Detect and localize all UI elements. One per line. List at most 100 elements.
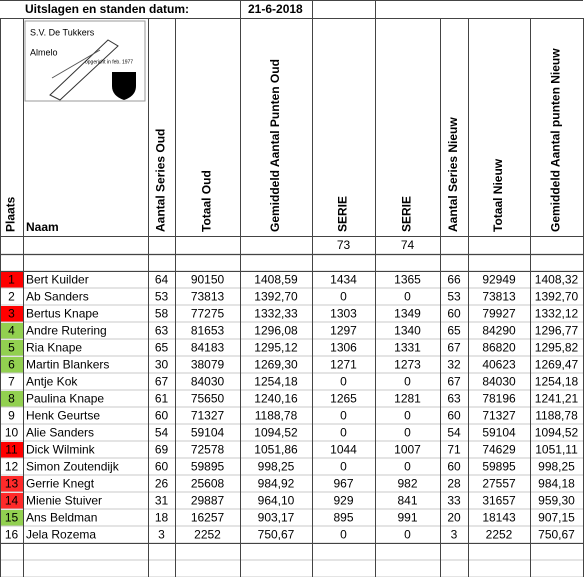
cell: 64: [155, 273, 169, 287]
header-label: Gemiddeld Aantal Punten Oud: [268, 59, 282, 232]
cell: 59104: [191, 426, 225, 440]
cell: 54: [155, 426, 169, 440]
cell: 4: [8, 324, 15, 338]
cell-name: Mienie Stuiver: [26, 494, 102, 508]
header-label: Aantal Series Oud: [154, 129, 168, 232]
cell: 0: [404, 528, 411, 542]
title: Uitslagen en standen datum:: [25, 2, 189, 16]
cell-name: Henk Geurtse: [26, 409, 100, 423]
cell: 1297: [330, 324, 357, 338]
cell: 998,25: [538, 460, 575, 474]
cell: 15: [5, 511, 19, 525]
cell: 9: [8, 409, 15, 423]
cell: 38079: [191, 358, 225, 372]
cell: 18: [155, 511, 169, 525]
cell: 53: [447, 290, 461, 304]
cell: 991: [397, 511, 417, 525]
cell: 895: [333, 511, 353, 525]
cell: 1296,77: [535, 324, 579, 338]
cell: 2252: [486, 528, 513, 542]
cell: 26: [155, 477, 169, 491]
cell: 75650: [191, 392, 225, 406]
cell: 3: [8, 307, 15, 321]
place-highlight: [1, 442, 23, 458]
cell: 984,18: [538, 477, 575, 491]
cell: 1295,12: [254, 341, 298, 355]
cell: 1265: [330, 392, 357, 406]
cell: 77275: [191, 307, 225, 321]
cell: 71327: [482, 409, 516, 423]
cell: 1254,18: [535, 375, 579, 389]
cell: 32: [447, 358, 461, 372]
place-highlight: [1, 340, 23, 356]
cell: 1392,70: [535, 290, 579, 304]
series-number: 73: [337, 238, 351, 252]
cell: 14: [5, 494, 19, 508]
cell: 67: [447, 341, 461, 355]
cell: 30: [155, 358, 169, 372]
cell: 1434: [330, 273, 357, 287]
cell: 25608: [191, 477, 225, 491]
cell-name: Ria Knape: [26, 341, 82, 355]
cell: 1408,32: [535, 273, 579, 287]
cell: 11: [5, 443, 18, 457]
cell: 1306: [330, 341, 357, 355]
cell: 28: [447, 477, 461, 491]
cell: 20: [447, 511, 461, 525]
cell: 53: [155, 290, 169, 304]
cell-name: Jela Rozema: [26, 528, 96, 542]
cell: 998,25: [258, 460, 295, 474]
place-highlight: [1, 306, 23, 322]
cell: 31: [155, 494, 169, 508]
cell: 7: [8, 375, 15, 389]
header-label: SERIE: [336, 196, 350, 232]
cell: 5: [8, 341, 15, 355]
cell: 78196: [482, 392, 516, 406]
cell: 63: [447, 392, 461, 406]
cell: 1007: [394, 443, 421, 457]
cell: 60: [155, 460, 169, 474]
cell: 1392,70: [254, 290, 298, 304]
cell: 1295,82: [535, 341, 579, 355]
cell: 3: [158, 528, 165, 542]
cell: 982: [397, 477, 417, 491]
cell: 18143: [482, 511, 516, 525]
cell: 1303: [330, 307, 357, 321]
cell: 13: [5, 477, 19, 491]
series-number: 74: [401, 238, 415, 252]
cell: 0: [340, 528, 347, 542]
cell: 967: [333, 477, 353, 491]
cell-name: Antje Kok: [26, 375, 78, 389]
cell: 1271: [330, 358, 357, 372]
cell: 67: [155, 375, 169, 389]
cell-name: Ab Sanders: [26, 290, 89, 304]
cell: 0: [340, 426, 347, 440]
logo-shield: [112, 72, 136, 100]
logo-city: Almelo: [30, 47, 58, 57]
cell: 54: [447, 426, 461, 440]
cell: 67: [447, 375, 461, 389]
cell: 907,15: [538, 511, 575, 525]
cell: 16: [5, 528, 19, 542]
cell-name: Martin Blankers: [26, 358, 109, 372]
cell: 1240,16: [254, 392, 298, 406]
header-label: SERIE: [400, 196, 414, 232]
cell: 60: [447, 409, 461, 423]
cell: 1051,11: [535, 443, 578, 457]
cell: 65: [155, 341, 169, 355]
cell-name: Gerrie Knegt: [26, 477, 95, 491]
cell: 1340: [394, 324, 421, 338]
cell-name: Alie Sanders: [26, 426, 94, 440]
cell: 81653: [191, 324, 225, 338]
cell: 10: [5, 426, 19, 440]
cell-name: Bert Kuilder: [26, 273, 89, 287]
cell: 1269,30: [254, 358, 298, 372]
cell-name: Bertus Knape: [26, 307, 99, 321]
cell: 1273: [394, 358, 421, 372]
cell: 964,10: [258, 494, 295, 508]
cell: 65: [447, 324, 461, 338]
cell: 0: [404, 375, 411, 389]
cell: 1051,86: [254, 443, 298, 457]
cell: 0: [340, 460, 347, 474]
cell: 60: [447, 460, 461, 474]
